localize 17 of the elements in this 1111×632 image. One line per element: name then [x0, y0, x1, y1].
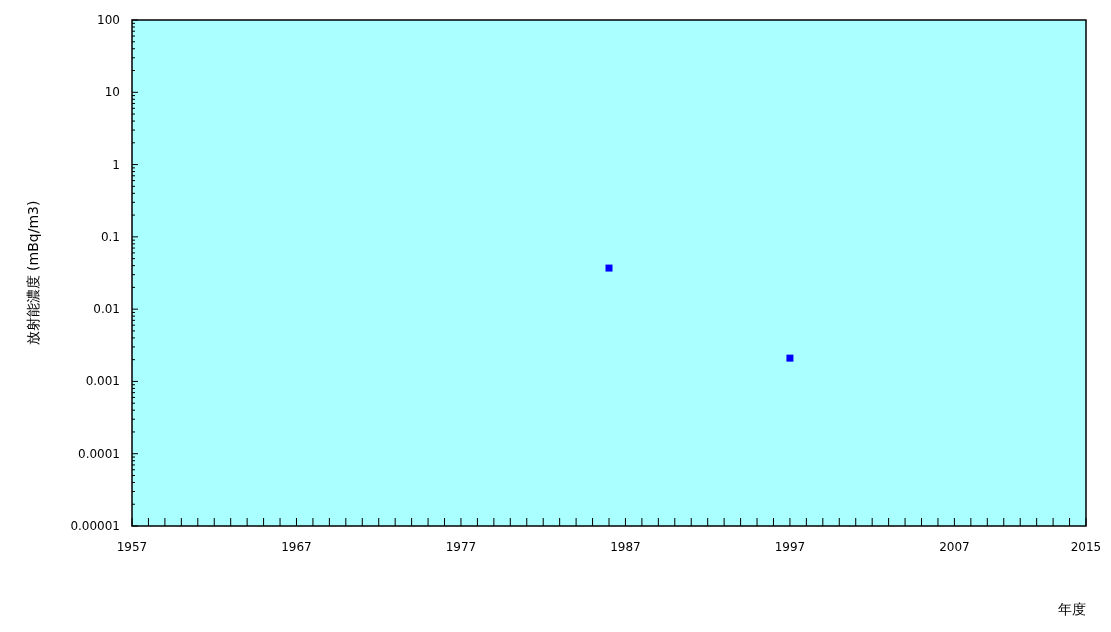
x-tick-label: 2007 [939, 540, 970, 554]
y-tick-label: 0.0001 [78, 446, 120, 461]
x-tick-label: 1967 [281, 540, 312, 554]
y-tick-label: 100 [97, 13, 120, 27]
y-tick-label: 0.00001 [70, 519, 120, 533]
y-tick-label: 1 [112, 157, 120, 172]
y-axis-title: 放射能濃度 (mBq/m3) [25, 200, 41, 346]
y-tick-label: 0.1 [100, 229, 120, 244]
x-tick-label: 2015 [1070, 540, 1102, 554]
x-tick-label: 1977 [445, 540, 477, 554]
x-tick-label: 1997 [774, 540, 806, 554]
y-tick-label: 0.001 [85, 374, 120, 389]
x-tick-label: 1987 [610, 540, 641, 554]
y-tick-label: 0.01 [93, 302, 120, 317]
x-axis-title: 年度 [1058, 601, 1086, 617]
x-tick-label: 1957 [116, 540, 148, 554]
y-tick-label: 10 [104, 85, 120, 100]
